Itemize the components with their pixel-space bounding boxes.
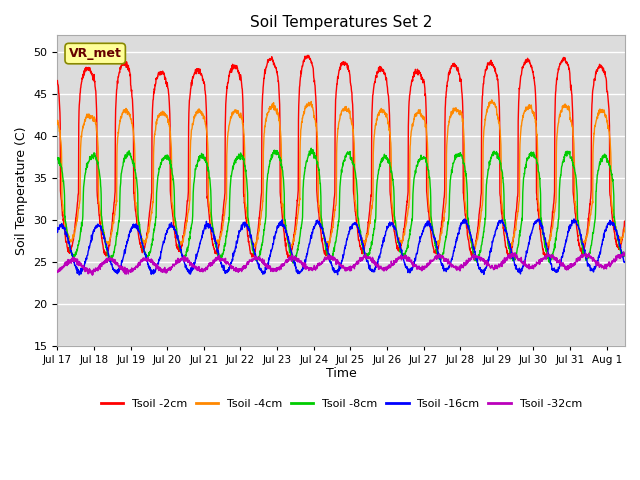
Y-axis label: Soil Temperature (C): Soil Temperature (C) (15, 126, 28, 255)
Legend: Tsoil -2cm, Tsoil -4cm, Tsoil -8cm, Tsoil -16cm, Tsoil -32cm: Tsoil -2cm, Tsoil -4cm, Tsoil -8cm, Tsoi… (96, 395, 586, 413)
Title: Soil Temperatures Set 2: Soil Temperatures Set 2 (250, 15, 433, 30)
Text: VR_met: VR_met (68, 47, 122, 60)
X-axis label: Time: Time (326, 367, 356, 381)
